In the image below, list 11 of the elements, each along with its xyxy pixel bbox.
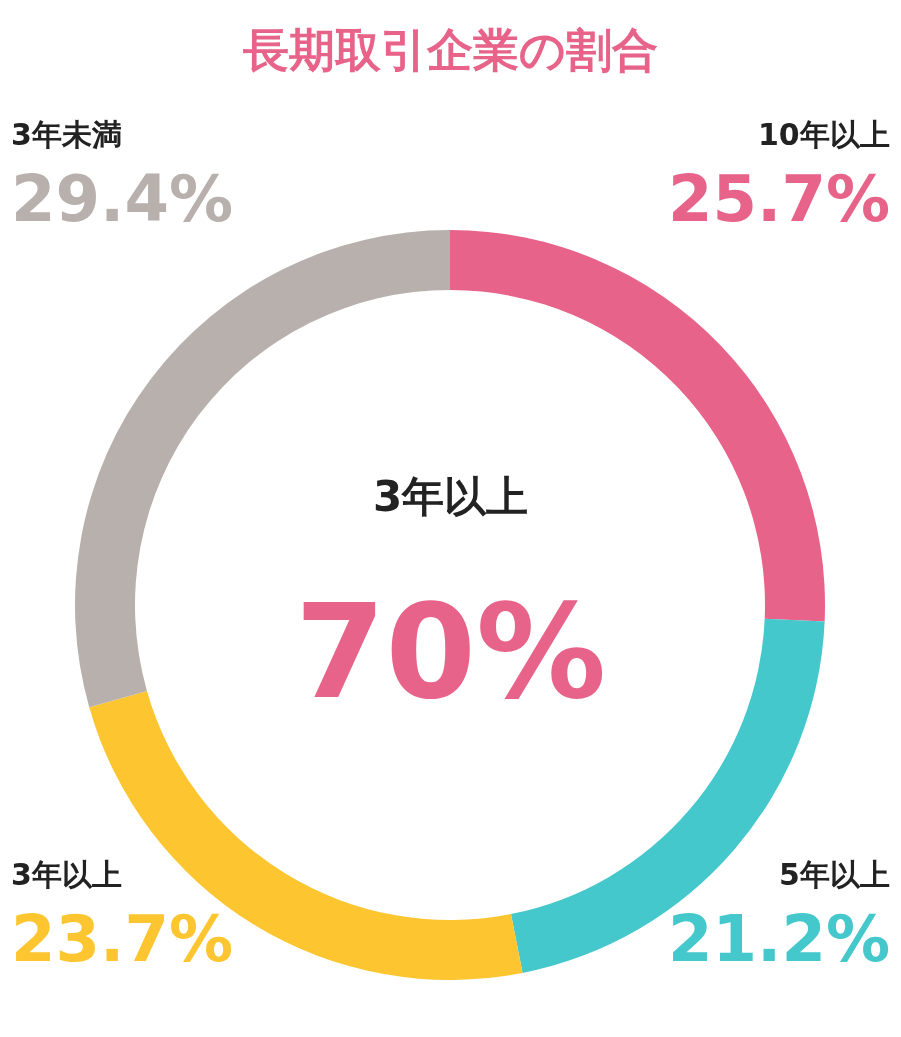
data-label: 21.2% xyxy=(668,902,891,976)
data-label: 25.7% xyxy=(668,162,891,236)
slice-label: 3年未満 xyxy=(11,117,122,152)
data-label: 23.7% xyxy=(11,902,234,976)
chart-title: 長期取引企業の割合 xyxy=(242,23,658,78)
text: 3年以上 xyxy=(373,472,529,521)
slice-label: 5年以上 xyxy=(779,857,890,892)
text: 70% xyxy=(295,576,607,728)
slice-label: 3年以上 xyxy=(11,857,122,892)
slice-label: 10年以上 xyxy=(758,117,890,152)
data-label: 29.4% xyxy=(11,162,234,236)
